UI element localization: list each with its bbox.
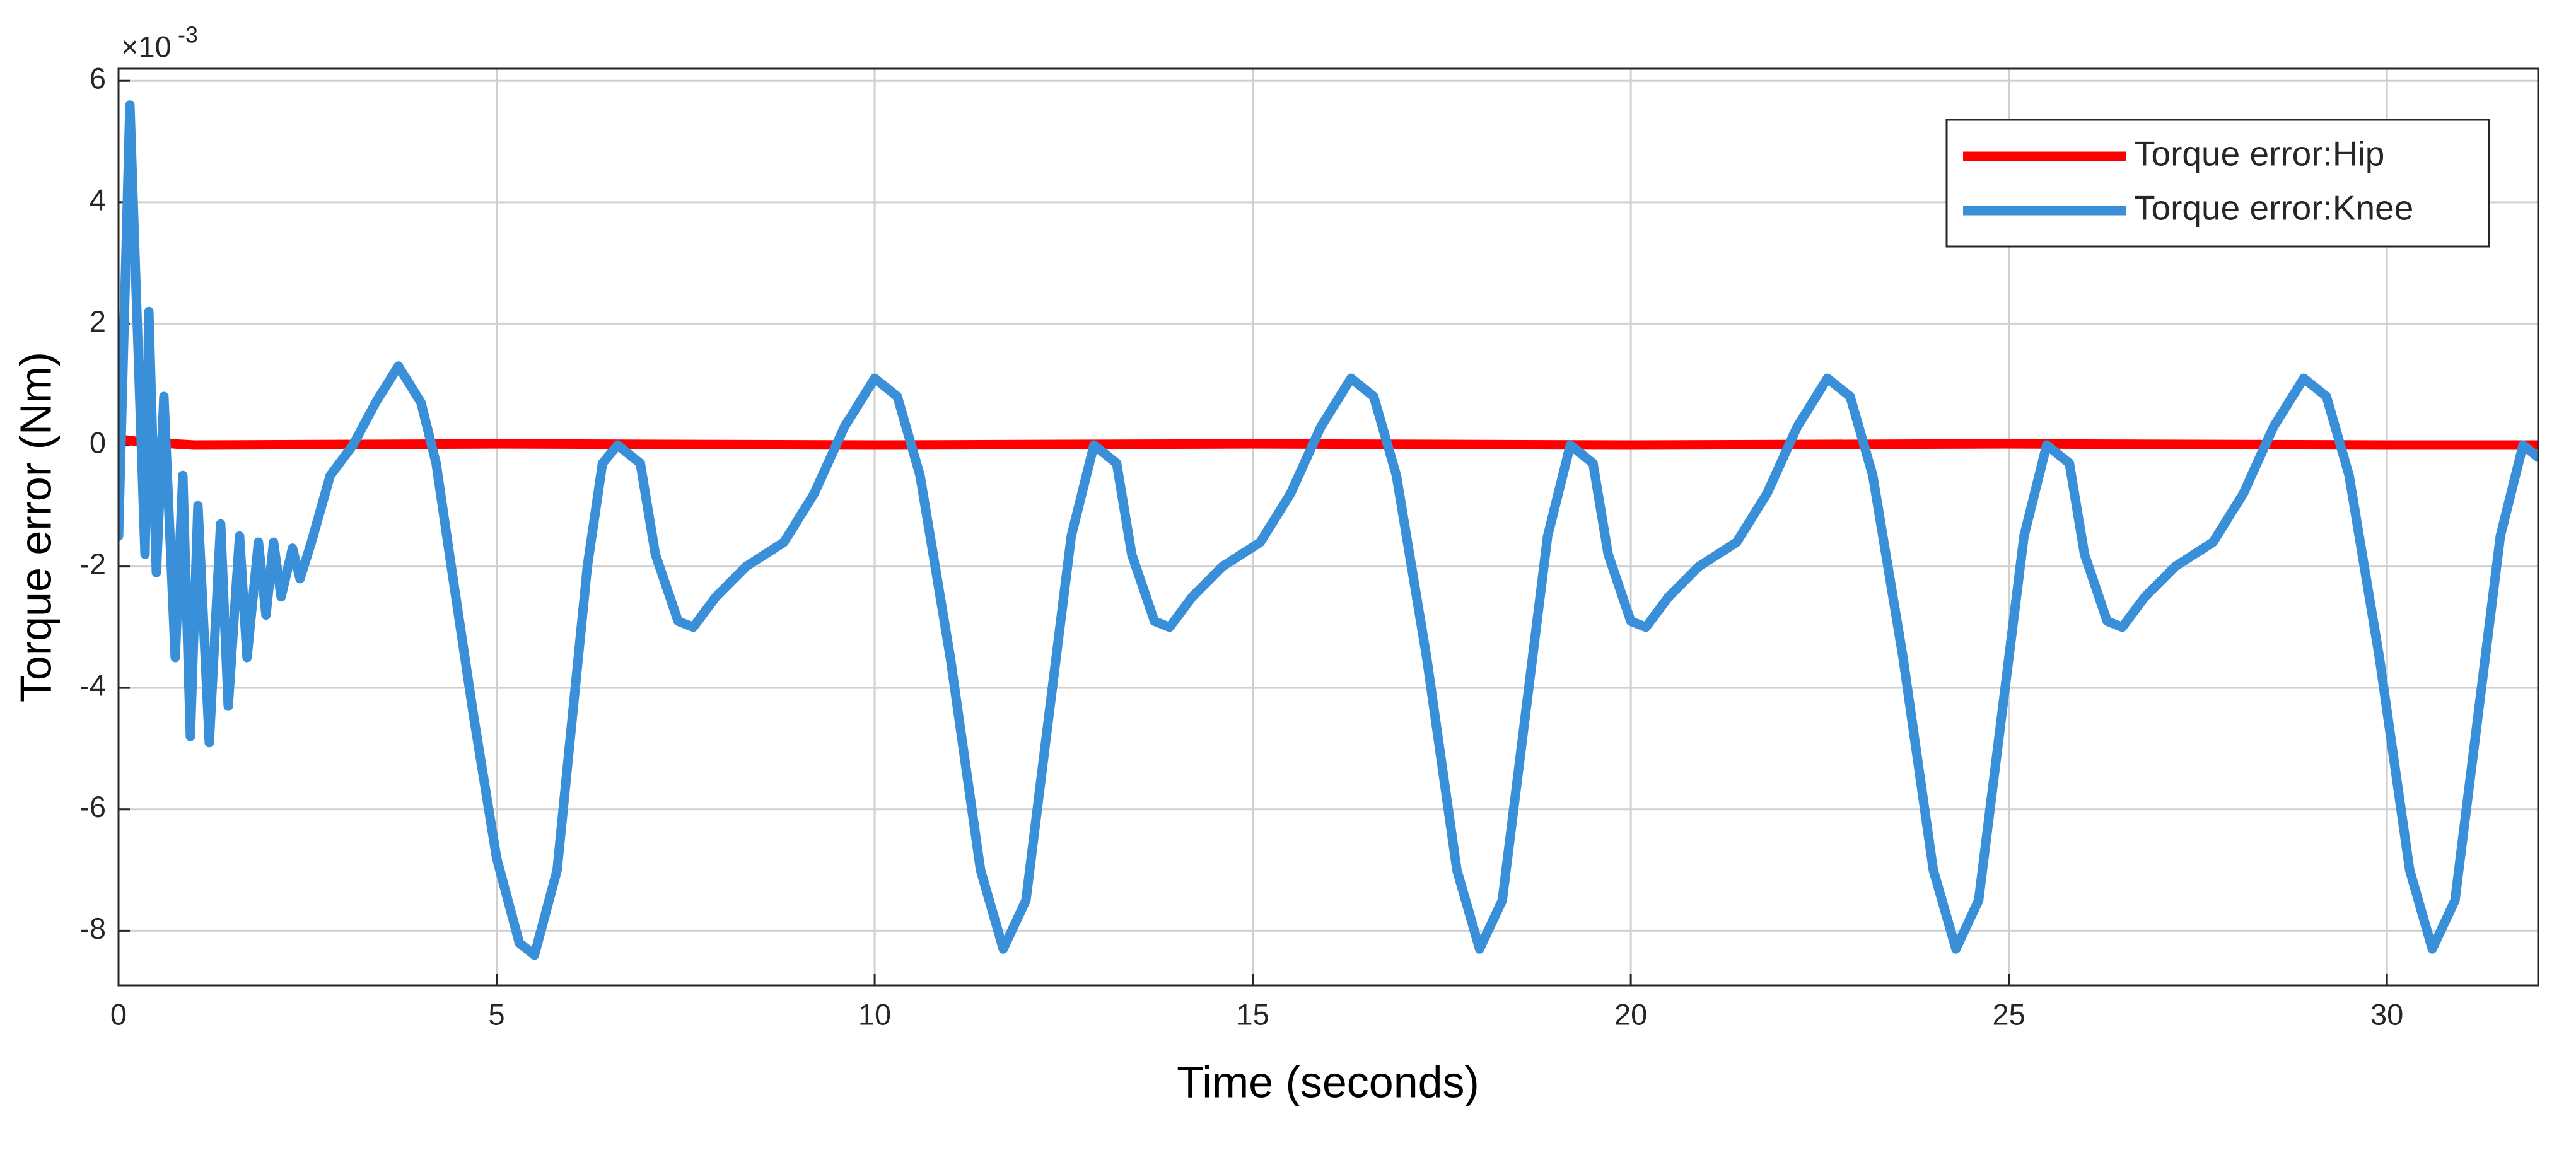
y-tick-label: 6 (90, 62, 106, 95)
legend-box (1945, 119, 2490, 248)
x-tick-label: 0 (110, 997, 127, 1031)
y-tick-label: -2 (79, 547, 106, 581)
y-multiplier: ×10 (121, 30, 172, 63)
x-tick-label: 10 (858, 997, 891, 1031)
data-line (119, 434, 2538, 450)
x-tick-label: 15 (1236, 997, 1269, 1031)
x-axis-label: Time (seconds) (1177, 1057, 1479, 1106)
y-tick-label: 0 (90, 426, 106, 459)
y-tick-label: -6 (79, 790, 106, 823)
y-multiplier-exponent: -3 (178, 22, 198, 48)
data-line (119, 100, 2538, 960)
x-tick-label: 30 (2370, 997, 2403, 1031)
x-tick-label: 25 (1993, 997, 2025, 1031)
legend-label: Torque error:Knee (2134, 188, 2413, 228)
y-tick-label: -4 (79, 669, 106, 702)
x-tick-label: 5 (488, 997, 504, 1031)
y-axis-label: Torque error (Nm) (11, 352, 60, 702)
legend-label: Torque error:Hip (2134, 134, 2384, 173)
y-tick-label: -8 (79, 912, 106, 945)
y-tick-label: 4 (90, 183, 106, 216)
y-tick-label: 2 (90, 304, 106, 338)
plot-frame (117, 67, 2539, 987)
legend: Torque error:Hip Torque error:Knee (1945, 119, 2490, 248)
x-tick-label: 20 (1614, 997, 1647, 1031)
